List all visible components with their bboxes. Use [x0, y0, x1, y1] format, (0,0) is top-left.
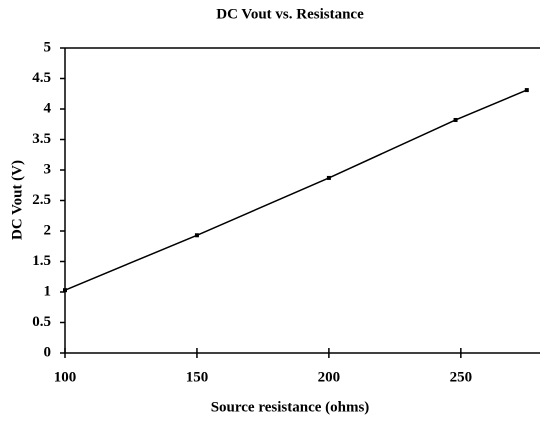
data-point — [63, 288, 67, 293]
chart-title: DC Vout vs. Resistance — [216, 6, 364, 22]
y-tick-label: 2.5 — [32, 192, 51, 208]
y-tick-label: 4.5 — [32, 70, 51, 86]
y-tick-label: 0.5 — [32, 314, 51, 330]
data-point — [453, 117, 458, 122]
y-tick-label: 2 — [44, 222, 52, 238]
y-tick-label: 1.5 — [32, 253, 51, 269]
y-tick-label: 4 — [44, 100, 52, 116]
x-tick-label: 200 — [318, 369, 341, 385]
y-tick-label: 5 — [44, 39, 52, 55]
x-tick-label: 250 — [450, 369, 473, 385]
y-tick-label: 0 — [44, 344, 52, 360]
data-point — [326, 175, 331, 180]
x-axis-label: Source resistance (ohms) — [211, 399, 370, 415]
x-tick-label: 100 — [54, 369, 77, 385]
x-tick-label: 150 — [186, 369, 209, 385]
y-tick-label: 3 — [44, 161, 52, 177]
data-point — [524, 88, 529, 93]
y-tick-label: 3.5 — [32, 131, 51, 147]
data-point — [194, 233, 199, 238]
y-tick-label: 1 — [44, 283, 52, 299]
y-axis-label: DC Vout (V) — [9, 160, 25, 240]
